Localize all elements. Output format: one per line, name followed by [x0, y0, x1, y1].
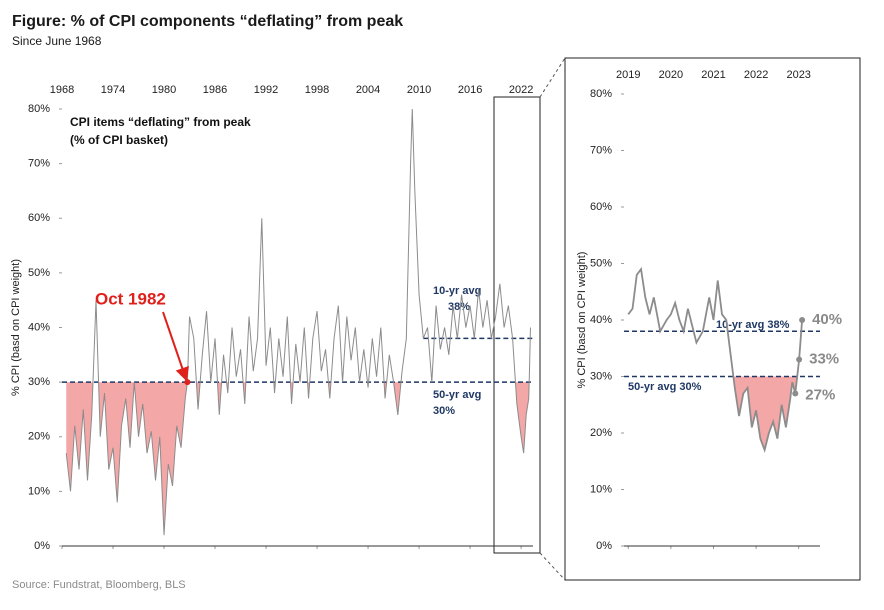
x-tick-label: 1980 — [152, 84, 176, 96]
x-tick-label: 2019 — [616, 69, 640, 81]
source: Source: Fundstrat, Bloomberg, BLS — [12, 579, 186, 591]
y-tick-label: 30% — [28, 376, 50, 388]
y-tick-label: 70% — [590, 144, 612, 156]
series-line — [627, 266, 804, 453]
x-tick-label: 2022 — [744, 69, 768, 81]
point — [796, 356, 803, 363]
x-tick-label: 1974 — [101, 84, 125, 96]
connector — [539, 57, 566, 98]
annotation-arrow — [162, 311, 189, 382]
annotation-point — [184, 379, 191, 386]
x-tick-label: 1968 — [50, 84, 74, 96]
y-tick-label: 0% — [34, 540, 50, 552]
y-axis-title: % CPI (basd on CPI weight) — [10, 259, 22, 396]
deflation-area — [628, 376, 803, 450]
series-line — [65, 108, 531, 536]
zoom-frame — [564, 57, 861, 581]
x-tick-label: 2016 — [458, 84, 482, 96]
y-tick-label: 40% — [590, 314, 612, 326]
y-tick-label: 10% — [28, 485, 50, 497]
annotation: Oct 1982 — [95, 289, 166, 308]
x-tick-label: 2023 — [786, 69, 810, 81]
y-tick-label: 60% — [590, 201, 612, 213]
ref-label: 10-yr avg — [433, 285, 481, 297]
y-tick-label: 10% — [590, 483, 612, 495]
y-tick-label: 0% — [596, 540, 612, 552]
y-tick-label: 80% — [28, 103, 50, 115]
y-tick-label: 60% — [28, 212, 50, 224]
ref-label: 50-yr avg — [433, 389, 481, 401]
x-tick-label: 2004 — [356, 84, 380, 96]
x-tick-label: 1998 — [305, 84, 329, 96]
y-tick-label: 50% — [590, 257, 612, 269]
zoom-box — [493, 96, 541, 554]
ref-label: 10-yr avg 38% — [716, 319, 790, 331]
x-tick-label: 1992 — [254, 84, 278, 96]
deflation-area — [66, 382, 531, 536]
inner-title: (% of CPI basket) — [70, 133, 168, 147]
y-tick-label: 50% — [28, 267, 50, 279]
y-tick-label: 30% — [590, 370, 612, 382]
point — [799, 317, 806, 323]
x-tick-label: 2021 — [701, 69, 725, 81]
y-tick-label: 20% — [28, 431, 50, 443]
connector — [539, 552, 566, 581]
x-tick-label: 1986 — [203, 84, 227, 96]
y-axis-title: % CPI (basd on CPI weight) — [576, 252, 588, 389]
subtitle: Since June 1968 — [12, 34, 102, 48]
y-tick-label: 20% — [590, 427, 612, 439]
y-tick-label: 70% — [28, 158, 50, 170]
point — [792, 390, 799, 397]
x-tick-label: 2022 — [509, 84, 533, 96]
inner-title: CPI items “deflating” from peak — [70, 115, 251, 129]
title: Figure: % of CPI components “deflating” … — [12, 13, 403, 30]
ref-label: 38% — [448, 301, 470, 313]
value-label: 40% — [812, 311, 842, 328]
x-tick-label: 2020 — [659, 69, 683, 81]
y-tick-label: 80% — [590, 88, 612, 100]
ref-label: 30% — [433, 405, 455, 417]
y-tick-label: 40% — [28, 321, 50, 333]
x-tick-label: 2010 — [407, 84, 431, 96]
value-label: 27% — [805, 386, 835, 403]
value-label: 33% — [809, 351, 839, 368]
ref-label: 50-yr avg 30% — [628, 381, 702, 393]
